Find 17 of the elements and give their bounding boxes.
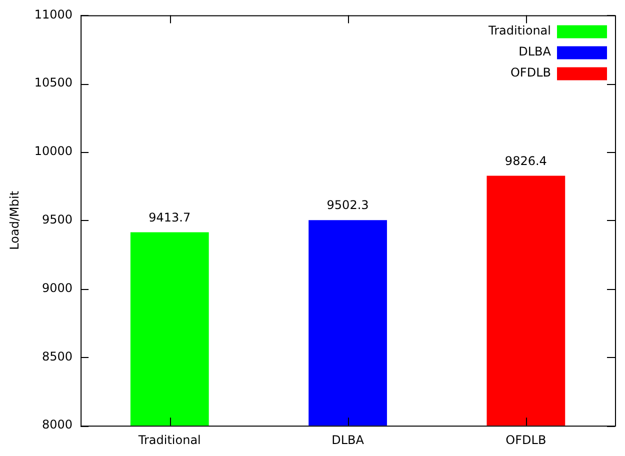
x-tick-label: OFDLB: [506, 432, 546, 447]
y-tick-label: 10000: [34, 144, 73, 158]
legend-label: DLBA: [518, 44, 552, 58]
data-label: 9826.4: [504, 154, 547, 168]
legend-label: OFDLB: [510, 65, 551, 80]
y-tick-label: 8000: [42, 418, 73, 432]
y-tick-label: 9000: [42, 280, 73, 295]
y-axis-title: Load/Mbit: [7, 190, 22, 250]
y-tick-label: 8500: [42, 349, 73, 364]
legend-label: Traditional: [488, 23, 551, 38]
data-label: 9413.7: [148, 210, 191, 224]
y-tick-label: 9500: [42, 212, 73, 227]
x-tick-label: DLBA: [332, 432, 365, 447]
x-tick-label: Traditional: [137, 432, 201, 447]
data-label: 9502.3: [326, 198, 369, 212]
y-tick-label: 11000: [34, 7, 73, 22]
y-tick-label: 10500: [34, 76, 73, 90]
